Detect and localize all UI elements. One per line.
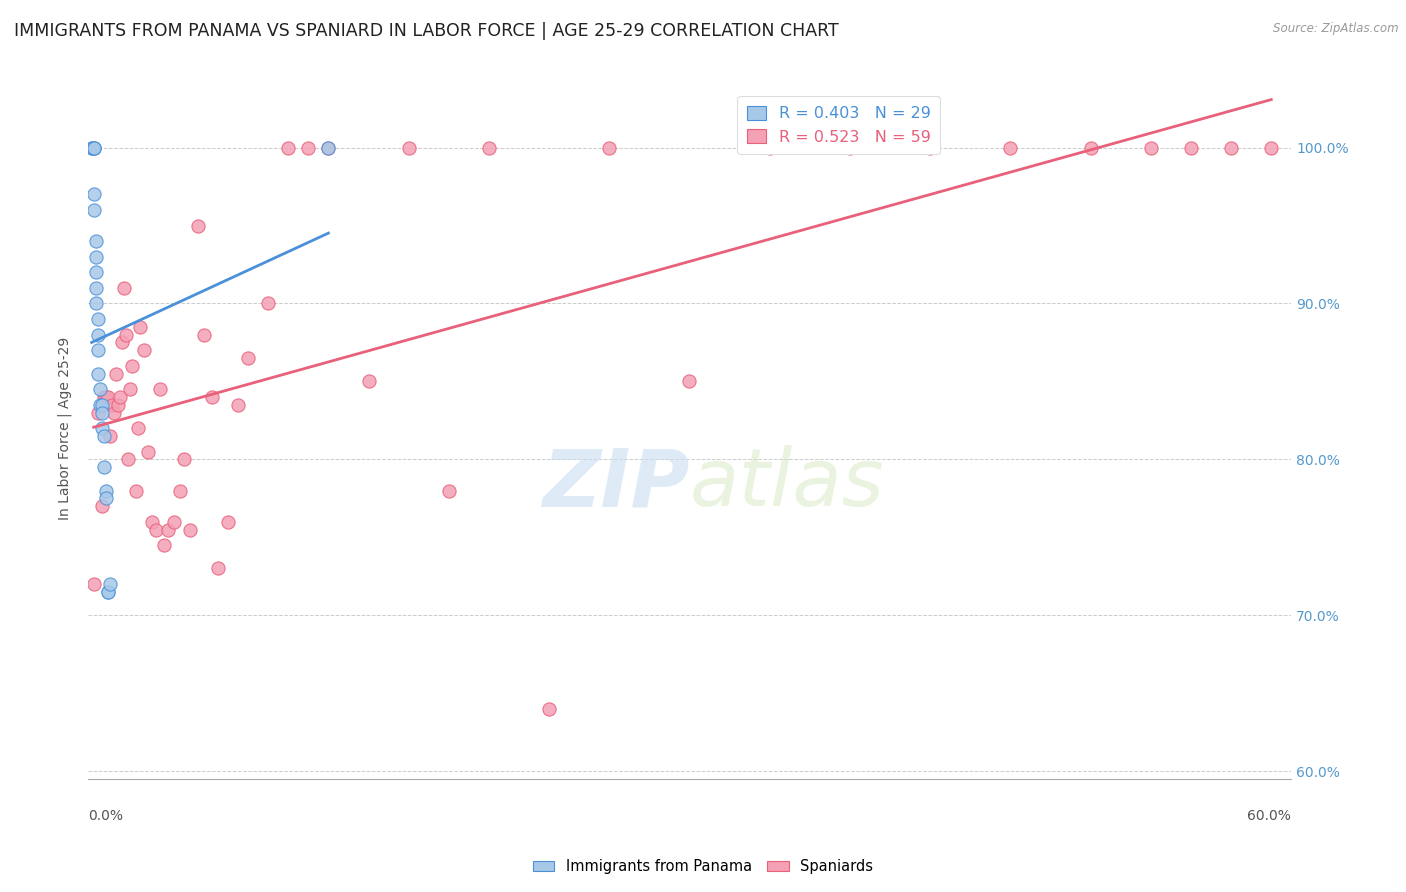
Point [84, 296, 107, 310]
Point [257, 296, 280, 310]
Point [598, 140, 620, 154]
Point [86, 312, 108, 326]
Point [117, 452, 139, 467]
Point [84, 234, 107, 248]
Point [193, 327, 215, 342]
Point [357, 375, 380, 389]
Point [89, 398, 111, 412]
Y-axis label: In Labor Force | Age 25-29: In Labor Force | Age 25-29 [58, 336, 72, 520]
Point [98, 577, 121, 591]
Point [98, 429, 121, 443]
Point [90, 398, 112, 412]
Text: 0.0%: 0.0% [87, 809, 122, 823]
Point [145, 523, 167, 537]
Point [678, 375, 700, 389]
Point [201, 390, 224, 404]
Point [1000, 140, 1022, 154]
Point [538, 702, 561, 716]
Point [83, 140, 105, 154]
Point [1220, 140, 1243, 154]
Point [90, 499, 112, 513]
Point [1140, 140, 1163, 154]
Point [86, 327, 108, 342]
Point [83, 140, 105, 154]
Point [920, 140, 942, 154]
Point [1180, 140, 1202, 154]
Point [89, 382, 111, 396]
Text: ZIP: ZIP [543, 445, 689, 524]
Point [318, 140, 340, 154]
Point [103, 406, 125, 420]
Point [97, 585, 120, 599]
Point [121, 359, 143, 373]
Point [398, 140, 420, 154]
Point [80, 140, 103, 154]
Point [217, 515, 239, 529]
Point [839, 140, 862, 154]
Point [187, 219, 209, 233]
Text: 60.0%: 60.0% [1247, 809, 1291, 823]
Point [1260, 140, 1282, 154]
Point [132, 343, 155, 358]
Point [80, 140, 103, 154]
Point [478, 140, 501, 154]
Text: Source: ZipAtlas.com: Source: ZipAtlas.com [1274, 22, 1399, 36]
Point [84, 265, 107, 279]
Point [318, 140, 340, 154]
Point [86, 343, 108, 358]
Text: IMMIGRANTS FROM PANAMA VS SPANIARD IN LABOR FORCE | AGE 25-29 CORRELATION CHART: IMMIGRANTS FROM PANAMA VS SPANIARD IN LA… [14, 22, 839, 40]
Point [226, 398, 249, 412]
Point [128, 319, 150, 334]
Point [156, 523, 179, 537]
Point [149, 382, 172, 396]
Point [93, 429, 115, 443]
Point [125, 483, 148, 498]
Point [297, 140, 319, 154]
Point [136, 444, 159, 458]
Point [90, 406, 112, 420]
Point [97, 390, 120, 404]
Point [86, 406, 108, 420]
Point [111, 335, 134, 350]
Point [83, 577, 105, 591]
Point [97, 585, 120, 599]
Point [118, 382, 141, 396]
Point [83, 187, 105, 202]
Point [94, 483, 117, 498]
Point [93, 390, 115, 404]
Point [107, 398, 129, 412]
Legend: Immigrants from Panama, Spaniards: Immigrants from Panama, Spaniards [527, 854, 879, 880]
Point [1080, 140, 1102, 154]
Point [100, 398, 122, 412]
Point [169, 483, 191, 498]
Point [127, 421, 149, 435]
Point [277, 140, 299, 154]
Point [153, 538, 176, 552]
Point [141, 515, 163, 529]
Point [83, 140, 105, 154]
Point [104, 367, 127, 381]
Point [93, 460, 115, 475]
Point [84, 250, 107, 264]
Point [437, 483, 460, 498]
Point [86, 367, 108, 381]
Point [83, 202, 105, 217]
Point [90, 421, 112, 435]
Point [173, 452, 195, 467]
Point [108, 390, 131, 404]
Legend: R = 0.403   N = 29, R = 0.523   N = 59: R = 0.403 N = 29, R = 0.523 N = 59 [737, 96, 941, 154]
Point [179, 523, 201, 537]
Point [163, 515, 186, 529]
Point [758, 140, 780, 154]
Point [114, 327, 136, 342]
Point [94, 390, 117, 404]
Point [112, 281, 135, 295]
Point [84, 281, 107, 295]
Point [207, 561, 229, 575]
Point [236, 351, 259, 365]
Text: atlas: atlas [689, 445, 884, 524]
Point [94, 491, 117, 506]
